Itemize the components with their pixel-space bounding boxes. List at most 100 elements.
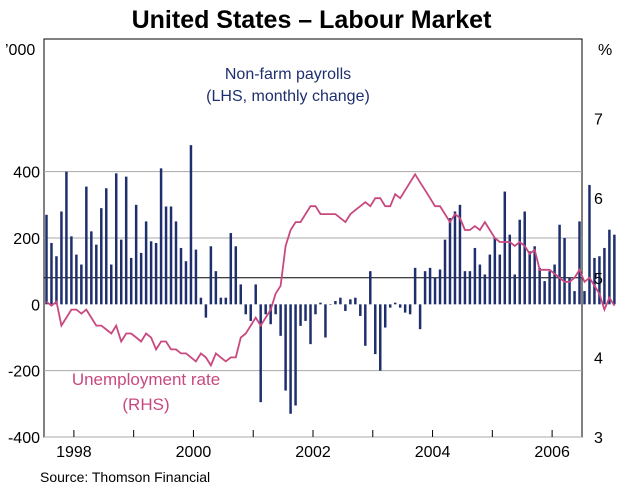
- payroll-bar: [80, 264, 83, 305]
- payroll-bar: [95, 244, 98, 305]
- payroll-bar: [70, 236, 73, 305]
- payroll-bar: [244, 304, 247, 315]
- payroll-bar: [189, 145, 193, 305]
- payroll-bar: [553, 264, 556, 305]
- unemployment-label-line2: (RHS): [122, 395, 169, 414]
- payroll-bar: [393, 302, 397, 305]
- payrolls-bars: [45, 145, 616, 414]
- payroll-bar: [518, 219, 521, 305]
- left-axis-labels: -400 -200 0 200 400: [8, 165, 40, 447]
- payroll-bar: [100, 208, 103, 305]
- unemployment-label-line1: Unemployment rate: [72, 370, 220, 389]
- payroll-bar: [174, 221, 178, 305]
- payroll-bar: [374, 304, 377, 355]
- payroll-bar: [164, 206, 168, 305]
- payroll-bar: [354, 297, 357, 305]
- source-note: Source: Thomson Financial: [40, 469, 210, 485]
- payroll-bar: [259, 304, 262, 403]
- payroll-bar: [149, 241, 153, 305]
- payroll-bar: [199, 297, 203, 305]
- payroll-bar: [448, 218, 452, 305]
- payroll-bar: [329, 304, 332, 305]
- payroll-bar: [408, 304, 412, 315]
- left-tick-label: -400: [8, 430, 40, 447]
- chart-title: United States – Labour Market: [132, 6, 492, 34]
- payroll-bar: [473, 247, 477, 305]
- payroll-bar: [613, 234, 616, 305]
- x-tick-label: 2000: [176, 444, 212, 461]
- payroll-bar: [468, 271, 472, 305]
- right-tick-label: 4: [594, 350, 603, 367]
- payroll-bar: [443, 239, 447, 305]
- payroll-bar: [134, 204, 138, 305]
- x-tick-label: 2004: [415, 444, 451, 461]
- payroll-bar: [154, 242, 158, 305]
- payroll-bar: [50, 242, 53, 305]
- payroll-bar: [144, 221, 148, 305]
- payroll-bar: [593, 257, 596, 305]
- right-tick-label: 3: [594, 430, 603, 447]
- payroll-bar: [453, 211, 457, 305]
- payroll-bar: [105, 188, 108, 305]
- payroll-bar: [124, 176, 128, 305]
- x-tick-label: 2006: [534, 444, 570, 461]
- payroll-bar: [598, 256, 601, 305]
- payroll-bar: [488, 254, 492, 305]
- payroll-bar: [538, 267, 541, 305]
- payroll-bar: [129, 257, 133, 305]
- payroll-bar: [359, 304, 362, 316]
- payroll-bar: [239, 284, 243, 305]
- payroll-bar: [433, 277, 437, 305]
- payroll-bar: [438, 269, 442, 305]
- payroll-bar: [75, 254, 78, 305]
- payroll-bar: [413, 267, 417, 305]
- payroll-bar: [533, 246, 536, 305]
- payroll-bar: [344, 304, 347, 311]
- payroll-bar: [209, 246, 213, 305]
- payroll-bar: [284, 304, 287, 391]
- payroll-bar: [274, 304, 277, 315]
- payroll-bar: [114, 173, 118, 305]
- right-tick-label: 5: [594, 271, 603, 288]
- payroll-bar: [578, 221, 581, 305]
- payroll-bar: [314, 304, 317, 315]
- payroll-bar: [528, 251, 531, 305]
- x-axis-labels: 1998 2000 2002 2004 2006: [56, 444, 570, 461]
- payroll-bar: [169, 206, 173, 305]
- payroll-bar: [608, 229, 611, 305]
- x-tick-label: 2002: [295, 444, 331, 461]
- right-tick-label: 7: [594, 112, 603, 129]
- payroll-bar: [214, 271, 218, 305]
- payroll-bar: [324, 304, 327, 338]
- payroll-bar: [279, 304, 282, 336]
- payroll-bar: [403, 304, 407, 313]
- payroll-bar: [379, 304, 382, 371]
- payroll-bar: [334, 301, 337, 305]
- payroll-bar: [45, 214, 48, 305]
- payroll-bar: [119, 239, 123, 305]
- payroll-bar: [498, 254, 502, 305]
- payroll-bar: [418, 304, 422, 330]
- payroll-bar: [179, 247, 183, 305]
- unemployment-line: [45, 172, 616, 368]
- x-tick-label: 1998: [56, 444, 92, 461]
- payroll-bar: [508, 234, 512, 305]
- payroll-bar: [219, 297, 223, 305]
- payroll-bar: [543, 281, 546, 305]
- payroll-bar: [309, 304, 312, 345]
- payroll-bar: [85, 186, 88, 305]
- left-tick-label: 200: [13, 231, 40, 248]
- payroll-bar: [493, 238, 497, 305]
- payroll-bar: [269, 304, 272, 325]
- payroll-bar: [294, 304, 297, 406]
- payroll-bar: [603, 247, 606, 305]
- right-axis-labels: 3 4 5 6 7: [594, 112, 603, 447]
- payroll-bar: [458, 204, 462, 305]
- payroll-bar: [60, 211, 63, 305]
- payroll-bar: [548, 271, 551, 305]
- payroll-bar: [55, 256, 58, 305]
- payroll-bar: [369, 271, 372, 305]
- payroll-bar: [139, 252, 143, 305]
- payroll-bar: [65, 171, 68, 305]
- payroll-bar: [568, 277, 571, 305]
